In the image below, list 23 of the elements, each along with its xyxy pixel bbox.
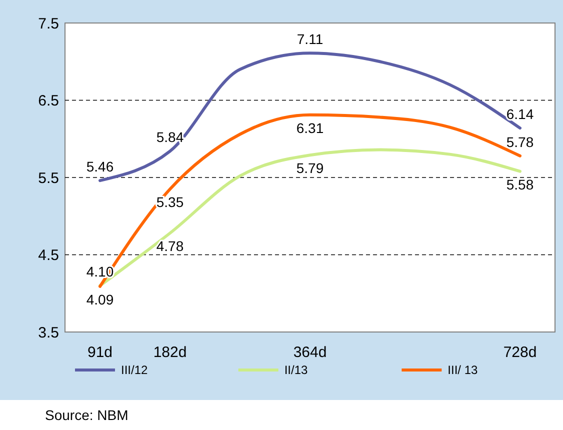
x-tick-label: 182d: [153, 344, 187, 361]
data-label: 6.31: [296, 120, 324, 136]
y-tick-label: 7.5: [38, 15, 59, 32]
y-tick-label: 3.5: [38, 324, 59, 342]
legend-label: III/ 13: [448, 363, 478, 378]
y-tick-label: 6.5: [38, 92, 59, 110]
x-tick-label: 91d: [87, 344, 113, 361]
source-note: Source: NBM: [45, 407, 128, 423]
x-tick-label: 364d: [293, 344, 327, 361]
x-tick-label: 728d: [503, 344, 537, 361]
data-label: 6.14: [506, 106, 534, 122]
data-label: 4.09: [86, 291, 114, 308]
data-label: 7.11: [296, 31, 324, 48]
y-tick-label: 5.5: [38, 170, 59, 187]
data-label: 5.58: [506, 176, 534, 192]
data-label: 5.84: [156, 129, 184, 146]
data-label: 5.79: [296, 160, 324, 176]
data-label: 5.78: [506, 134, 534, 150]
y-tick-label: 4.5: [38, 247, 59, 264]
legend-label: III/12: [121, 363, 148, 378]
legend-label: II/13: [284, 363, 308, 378]
data-label: 4.78: [156, 238, 184, 254]
data-label: 5.46: [86, 158, 114, 175]
